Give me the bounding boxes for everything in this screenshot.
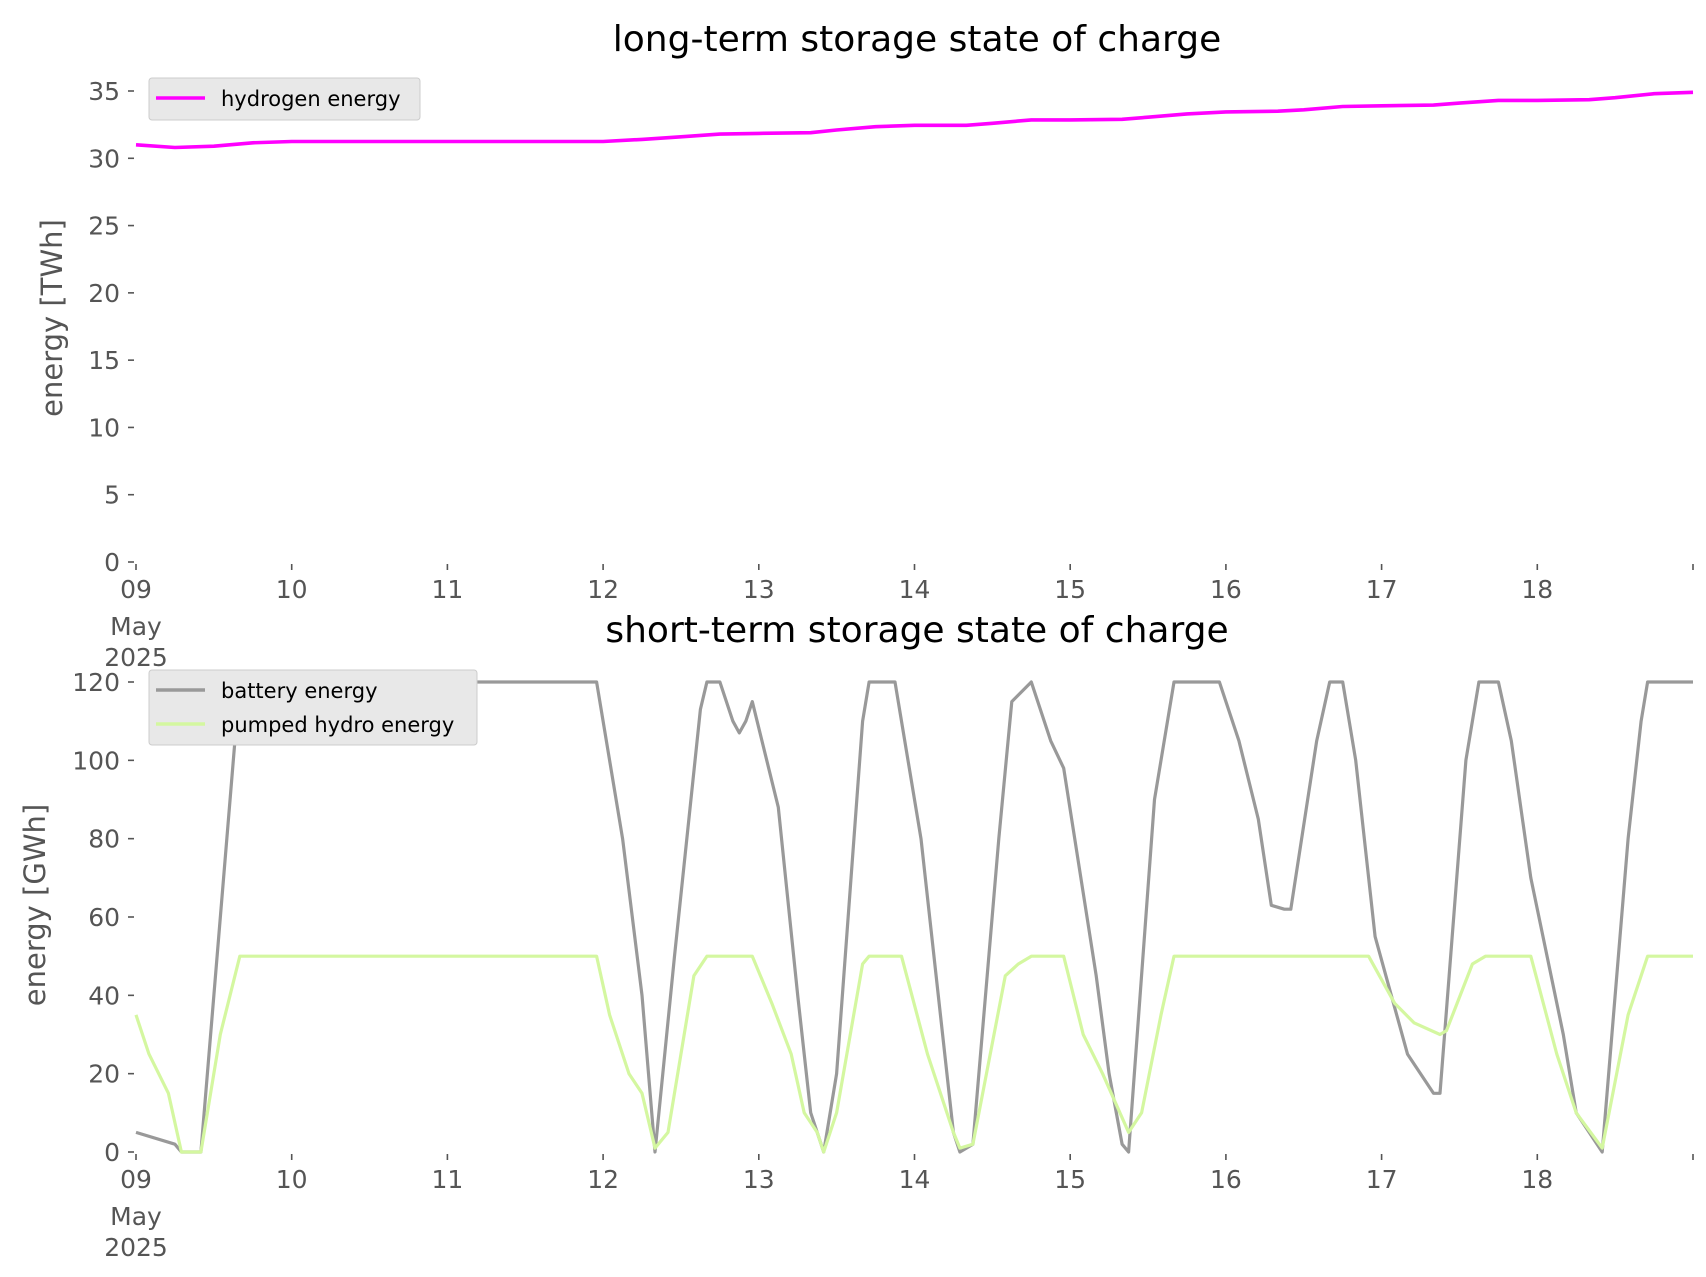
long-term-x-tick-label: 12 [587, 575, 619, 604]
long-term-y-tick-label: 30 [88, 144, 120, 173]
short-term-chart: short-term storage state of charge energ… [18, 610, 1694, 1262]
long-term-x-tick-label: 16 [1210, 575, 1242, 604]
long-term-legend-frame [148, 77, 421, 121]
short-term-chart-title: short-term storage state of charge [605, 610, 1228, 651]
short-term-y-tick-label: 120 [72, 668, 120, 697]
long-term-y-tick-label: 15 [88, 346, 120, 375]
short-term-x-tick-label: 10 [276, 1165, 308, 1194]
short-term-y-tick-label: 100 [72, 746, 120, 775]
short-term-y-tick-label: 20 [88, 1060, 120, 1089]
short-term-y-axis-label: energy [GWh] [18, 804, 52, 1006]
short-term-x-tick-sublabel: 2025 [104, 1233, 168, 1262]
short-term-x-tick-label: 09 [120, 1165, 152, 1194]
short-term-legend[interactable]: battery energy pumped hydro energy [148, 669, 478, 746]
long-term-y-axis-label: energy [TWh] [35, 219, 69, 417]
legend-label-pumped-hydro: pumped hydro energy [221, 713, 454, 737]
long-term-y-tick-label: 0 [104, 548, 120, 577]
short-term-lines [134, 680, 1693, 1154]
legend-label-hydrogen: hydrogen energy [221, 87, 401, 111]
short-term-x-tick-label: 14 [899, 1165, 931, 1194]
long-term-x-tick-sublabel: May [110, 612, 162, 641]
short-term-x-tick-label: 15 [1054, 1165, 1086, 1194]
long-term-chart-title: long-term storage state of charge [613, 19, 1221, 60]
short-term-y-tick-label: 80 [88, 825, 120, 854]
long-term-x-tick-label: 18 [1521, 575, 1553, 604]
short-term-x-tick-label: 16 [1210, 1165, 1242, 1194]
long-term-x-tick-label: 14 [899, 575, 931, 604]
long-term-chart: long-term storage state of charge energy… [35, 19, 1694, 672]
long-term-y-tick-label: 20 [88, 279, 120, 308]
long-term-series-line-0 [135, 90, 1694, 150]
short-term-x-tick-label: 12 [587, 1165, 619, 1194]
long-term-lines [135, 90, 1694, 150]
short-term-x-tick-label: 18 [1521, 1165, 1553, 1194]
long-term-x-tick-label: 11 [431, 575, 463, 604]
long-term-y-tick-label: 25 [88, 212, 120, 241]
long-term-x-tick-label: 13 [743, 575, 775, 604]
short-term-x-tick-label: 17 [1366, 1165, 1398, 1194]
short-term-y-tick-label: 0 [104, 1138, 120, 1167]
short-term-x-tick-label: 11 [431, 1165, 463, 1194]
long-term-x-tick-label: 17 [1366, 575, 1398, 604]
long-term-x-tick-label: 15 [1054, 575, 1086, 604]
long-term-legend[interactable]: hydrogen energy [148, 77, 421, 121]
short-term-x-tick-sublabel: May [110, 1202, 162, 1231]
short-term-legend-frame [148, 669, 478, 746]
short-term-series-line-1 [134, 954, 1693, 1154]
short-term-x-tick-label: 13 [743, 1165, 775, 1194]
short-term-y-tick-label: 40 [88, 981, 120, 1010]
long-term-x-tick-label: 09 [120, 575, 152, 604]
long-term-y-tick-label: 10 [88, 413, 120, 442]
long-term-x-tick-label: 10 [276, 575, 308, 604]
short-term-y-tick-label: 60 [88, 903, 120, 932]
long-term-y-tick-label: 5 [104, 481, 120, 510]
long-term-y-tick-label: 35 [88, 77, 120, 106]
short-term-series-line-0 [135, 680, 1693, 1154]
legend-label-battery: battery energy [221, 679, 378, 703]
long-term-x-tick-sublabel: 2025 [104, 643, 168, 672]
